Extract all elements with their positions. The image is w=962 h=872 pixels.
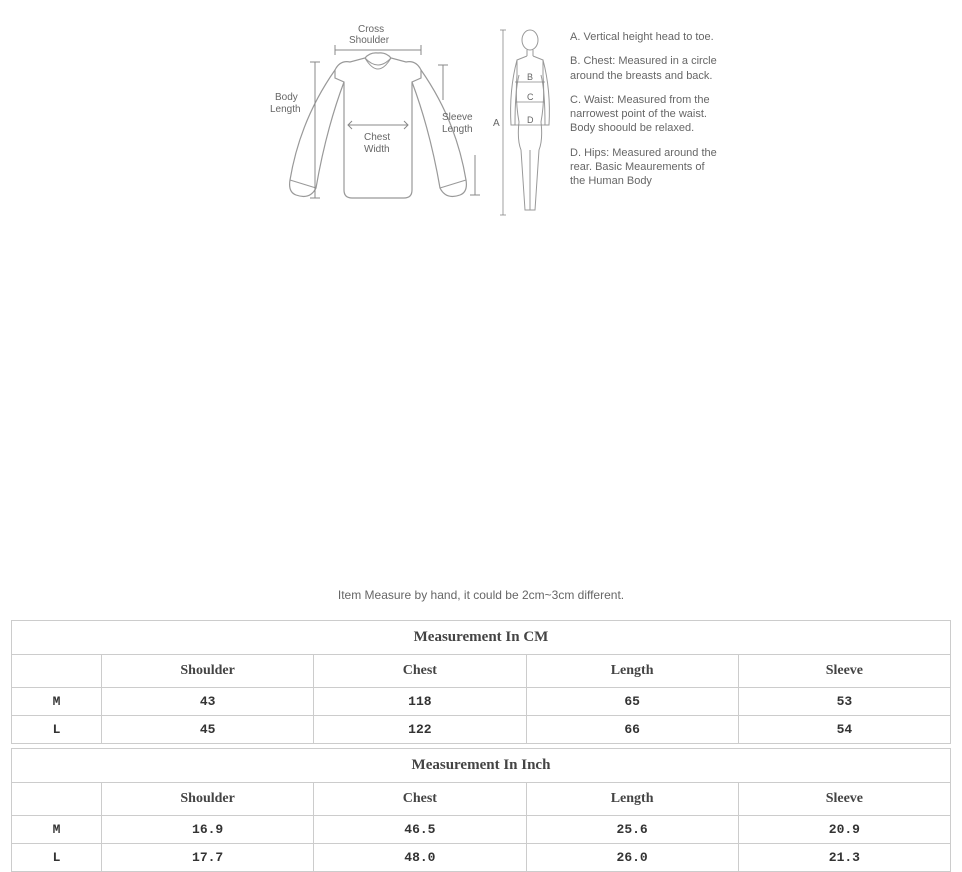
size-cell: M: [12, 688, 102, 716]
svg-text:Length: Length: [270, 104, 301, 115]
table-title: Measurement In CM: [12, 621, 951, 655]
def-key: C: [570, 94, 578, 106]
col-header: Shoulder: [102, 783, 314, 816]
value-cell: 26.0: [526, 844, 738, 872]
def-text: Chest: Measured in a circle around the b…: [570, 55, 717, 81]
value-cell: 17.7: [102, 844, 314, 872]
table-row: M 16.9 46.5 25.6 20.9: [12, 816, 951, 844]
value-cell: 53: [738, 688, 950, 716]
value-cell: 25.6: [526, 816, 738, 844]
col-header: Length: [526, 783, 738, 816]
label-sleeve-length: Sleeve: [442, 112, 473, 123]
svg-text:Length: Length: [442, 124, 473, 135]
body-figure-icon: B C D A: [493, 30, 549, 215]
value-cell: 45: [102, 716, 314, 744]
value-cell: 65: [526, 688, 738, 716]
col-header: Shoulder: [102, 655, 314, 688]
size-table-cm: Measurement In CM Shoulder Chest Length …: [11, 620, 951, 744]
value-cell: 46.5: [314, 816, 526, 844]
col-blank: [12, 783, 102, 816]
table-row: M 43 118 65 53: [12, 688, 951, 716]
def-text: Vertical height head to toe.: [583, 31, 713, 43]
svg-text:D: D: [527, 115, 534, 125]
definition-item: C. Waist: Measured from the narrowest po…: [570, 93, 720, 136]
svg-text:C: C: [527, 92, 534, 102]
definition-item: B. Chest: Measured in a circle around th…: [570, 54, 720, 83]
size-cell: L: [12, 716, 102, 744]
definitions-list: A. Vertical height head to toe. B. Chest…: [570, 30, 720, 199]
measurement-diagram-svg: Cross Shoulder Body Length Chest Width S…: [0, 0, 962, 280]
def-key: D: [570, 147, 578, 159]
value-cell: 54: [738, 716, 950, 744]
col-header: Chest: [314, 783, 526, 816]
value-cell: 43: [102, 688, 314, 716]
def-key: A: [570, 31, 577, 43]
size-cell: L: [12, 844, 102, 872]
label-body-length: Body: [275, 92, 298, 103]
table-row: L 45 122 66 54: [12, 716, 951, 744]
svg-text:A: A: [493, 118, 500, 129]
definition-item: A. Vertical height head to toe.: [570, 30, 720, 44]
def-text: Waist: Measured from the narrowest point…: [570, 94, 710, 135]
col-header: Sleeve: [738, 655, 950, 688]
def-key: B: [570, 55, 577, 67]
value-cell: 48.0: [314, 844, 526, 872]
value-cell: 66: [526, 716, 738, 744]
measurement-note: Item Measure by hand, it could be 2cm~3c…: [0, 588, 962, 602]
value-cell: 118: [314, 688, 526, 716]
def-text: Hips: Measured around the rear. Basic Me…: [570, 147, 717, 188]
label-chest-width: Chest: [364, 132, 390, 143]
definition-item: D. Hips: Measured around the rear. Basic…: [570, 146, 720, 189]
label-cross-shoulder: Cross: [358, 24, 384, 35]
value-cell: 21.3: [738, 844, 950, 872]
size-table-inch: Measurement In Inch Shoulder Chest Lengt…: [11, 748, 951, 872]
size-cell: M: [12, 816, 102, 844]
svg-text:Width: Width: [364, 144, 390, 155]
svg-text:Shoulder: Shoulder: [349, 35, 390, 46]
col-header: Chest: [314, 655, 526, 688]
diagram-area: Cross Shoulder Body Length Chest Width S…: [0, 0, 962, 310]
col-header: Length: [526, 655, 738, 688]
col-blank: [12, 655, 102, 688]
table-title: Measurement In Inch: [12, 749, 951, 783]
table-row: L 17.7 48.0 26.0 21.3: [12, 844, 951, 872]
value-cell: 16.9: [102, 816, 314, 844]
value-cell: 20.9: [738, 816, 950, 844]
value-cell: 122: [314, 716, 526, 744]
svg-text:B: B: [527, 72, 533, 82]
col-header: Sleeve: [738, 783, 950, 816]
